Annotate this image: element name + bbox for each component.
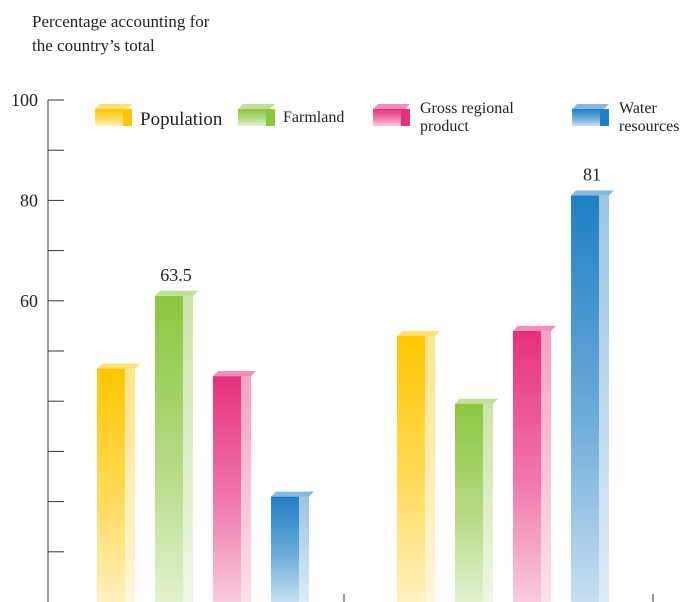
bar-side (241, 376, 251, 602)
bar-front (155, 295, 183, 602)
bar-top (155, 290, 198, 296)
data-labels: 63.5 81 (160, 164, 601, 284)
y-axis-title-line-2: the country’s total (32, 36, 155, 55)
bar (513, 325, 556, 602)
data-label: 81 (583, 164, 601, 184)
bar-top (571, 190, 614, 196)
bar-side (183, 295, 193, 602)
legend-swatch (572, 109, 600, 126)
legend-swatch-side (600, 109, 609, 126)
y-tick-label: 60 (20, 291, 38, 311)
bar (571, 190, 614, 602)
legend-swatch-top (95, 104, 132, 109)
bar (271, 491, 314, 602)
legend-label: Farmland (283, 109, 344, 126)
legend-label: Gross regional (420, 100, 514, 117)
bar-side (541, 330, 551, 602)
bar-top (97, 363, 140, 369)
y-axis-title-line-1: Percentage accounting for (32, 12, 210, 31)
legend-label: Population (140, 109, 223, 130)
legend-swatch-top (238, 104, 275, 109)
bars (97, 190, 614, 602)
bar-top (213, 371, 256, 377)
axes: 60 80 100 (11, 90, 654, 602)
bar-side (599, 195, 609, 602)
legend-swatch (95, 109, 123, 126)
legend-swatch (373, 109, 401, 126)
bar (397, 330, 440, 602)
bar-front (397, 335, 425, 602)
y-tick-label: 100 (11, 90, 38, 110)
legend-swatch-side (266, 109, 275, 126)
legend-swatch (238, 109, 266, 126)
bar-side (483, 403, 493, 602)
legend-item: Population (95, 104, 223, 130)
bar (155, 290, 198, 602)
legend-label: product (420, 118, 469, 135)
legend-swatch-side (123, 109, 132, 126)
bar-front (571, 195, 599, 602)
y-tick-label: 80 (20, 190, 38, 210)
bar-side (125, 368, 135, 602)
legend-swatch-side (401, 109, 410, 126)
bar (455, 398, 498, 602)
bar-top (455, 398, 498, 404)
bar (213, 371, 256, 602)
bar-front (513, 330, 541, 602)
bar-front (271, 496, 299, 602)
data-label: 63.5 (160, 265, 192, 285)
bar-top (397, 330, 440, 336)
bar (97, 363, 140, 602)
bar-top (271, 491, 314, 497)
legend-label: Water (619, 100, 657, 117)
bar-front (455, 403, 483, 602)
bar-side (299, 496, 309, 602)
legend-swatch-top (373, 104, 410, 109)
legend-swatch-top (572, 104, 609, 109)
legend-item: Farmland (238, 104, 344, 126)
bar-front (97, 368, 125, 602)
legend-label: resources (619, 118, 679, 135)
bar-front (213, 376, 241, 602)
bar-top (513, 325, 556, 331)
bar-side (425, 335, 435, 602)
y-axis-title: Percentage accounting for the country’s … (32, 10, 292, 58)
